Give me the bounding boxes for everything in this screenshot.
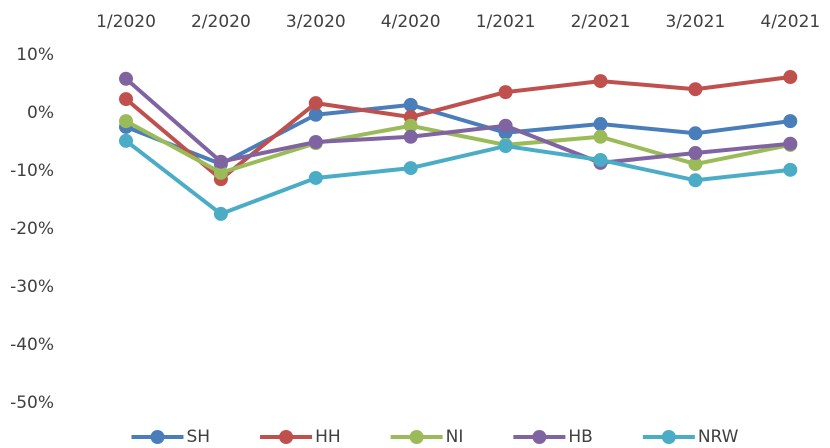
y-tick-label: 10%: [16, 45, 54, 65]
data-point: [593, 117, 608, 132]
legend-label: NI: [446, 427, 464, 447]
series-line: [125, 102, 791, 167]
x-tick-label: 1/2021: [476, 12, 536, 32]
data-point: [498, 118, 513, 133]
legend-marker: [532, 430, 547, 444]
data-point: [688, 157, 703, 172]
data-point: [688, 146, 703, 161]
data-point: [783, 114, 798, 129]
data-point: [213, 165, 228, 180]
y-tick-label: -40%: [10, 335, 54, 355]
data-point: [593, 152, 608, 167]
x-tick-label: 2/2020: [191, 12, 251, 32]
data-point: [403, 118, 418, 133]
data-point: [783, 162, 798, 177]
x-tick-label: 1/2020: [96, 12, 156, 32]
x-tick-label: 3/2021: [665, 12, 725, 32]
data-point: [403, 161, 418, 176]
x-tick-label: 2/2021: [571, 12, 631, 32]
legend-marker: [279, 430, 294, 444]
y-tick-label: 0%: [27, 103, 54, 123]
data-point: [308, 135, 323, 149]
legend-label: SH: [187, 427, 211, 447]
data-point: [119, 71, 133, 86]
legend-label: NRW: [698, 427, 739, 447]
data-point: [119, 114, 133, 129]
y-tick-label: -30%: [10, 277, 54, 297]
data-point: [783, 136, 798, 151]
legend-marker: [661, 430, 676, 444]
data-point: [403, 129, 418, 144]
legend-label: HB: [568, 427, 592, 447]
series-line: [124, 139, 791, 216]
x-tick-label: 3/2020: [286, 12, 346, 32]
data-point: [119, 92, 133, 107]
x-tick-label: 4/2021: [760, 12, 820, 32]
data-point: [688, 82, 703, 97]
data-point: [119, 133, 133, 148]
y-tick-label: -50%: [10, 393, 54, 413]
data-point: [308, 170, 323, 185]
series-line: [125, 119, 791, 175]
data-point: [498, 139, 513, 154]
data-point: [688, 126, 703, 141]
data-point: [213, 154, 228, 169]
data-point: [308, 96, 323, 111]
data-point: [308, 107, 323, 122]
data-point: [403, 97, 418, 112]
data-point: [783, 70, 798, 85]
y-tick-label: -10%: [10, 161, 54, 181]
legend-marker: [150, 430, 165, 444]
data-point: [213, 206, 228, 221]
legend-label: HH: [315, 427, 341, 447]
legend-marker: [409, 430, 424, 444]
y-tick-label: -20%: [10, 219, 54, 239]
data-point: [593, 74, 608, 89]
data-point: [688, 173, 703, 188]
series-line: [124, 77, 791, 165]
data-point: [498, 85, 513, 100]
x-tick-label: 4/2020: [381, 12, 441, 32]
data-point: [593, 129, 608, 144]
